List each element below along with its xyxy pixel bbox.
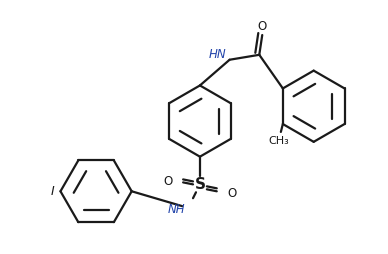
Text: O: O — [228, 187, 237, 200]
Text: O: O — [258, 20, 267, 33]
Text: CH₃: CH₃ — [268, 136, 289, 146]
Text: O: O — [163, 175, 172, 188]
Text: NH: NH — [168, 203, 185, 216]
Text: S: S — [194, 177, 205, 192]
Text: HN: HN — [209, 48, 227, 61]
Text: I: I — [51, 185, 55, 198]
